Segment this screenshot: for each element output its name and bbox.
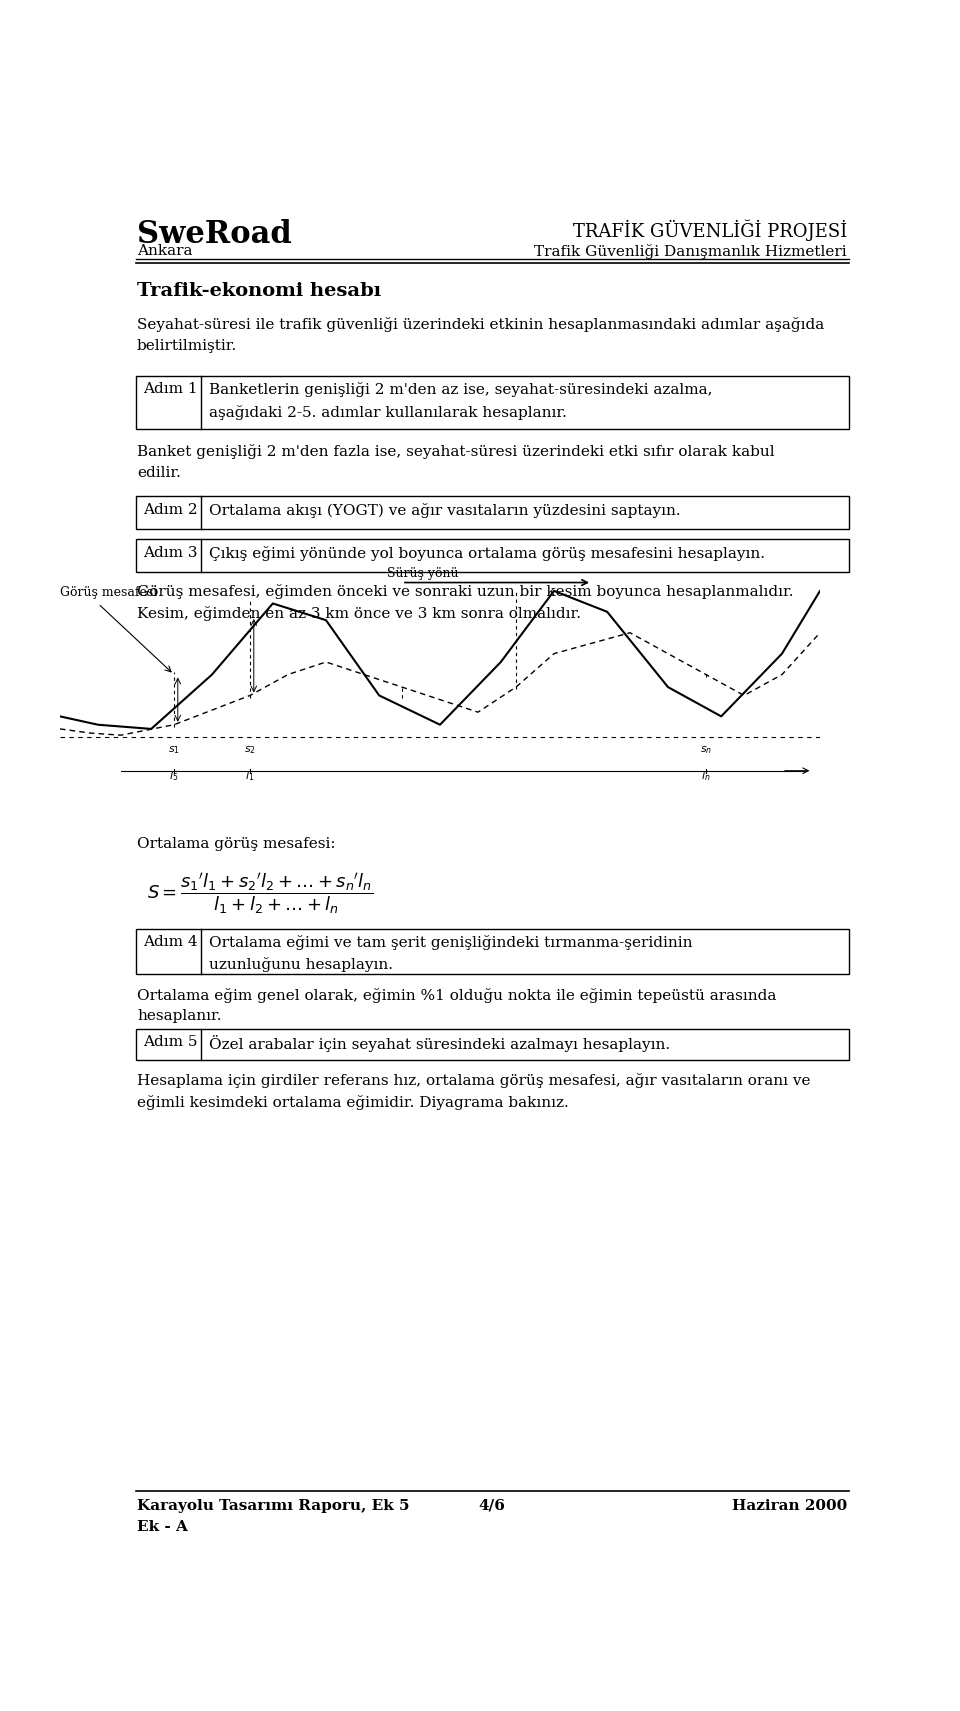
Text: $S = \dfrac{s_1{}^\prime l_1 + s_2{}^\prime l_2 + \ldots + s_n{}^\prime l_n}{l_1: $S = \dfrac{s_1{}^\prime l_1 + s_2{}^\pr… bbox=[147, 871, 373, 915]
Text: Banket genişliği 2 m'den fazla ise, seyahat-süresi üzerindeki etki sıfır olarak : Banket genişliği 2 m'den fazla ise, seya… bbox=[137, 445, 775, 479]
Text: Adım 2: Adım 2 bbox=[143, 503, 198, 517]
Text: Özel arabalar için seyahat süresindeki azalmayı hesaplayın.: Özel arabalar için seyahat süresindeki a… bbox=[209, 1035, 670, 1052]
Text: Ortalama eğimi ve tam şerit genişliğindeki tırmanma-şeridinin
uzunluğunu hesapla: Ortalama eğimi ve tam şerit genişliğinde… bbox=[209, 936, 692, 972]
Text: Haziran 2000: Haziran 2000 bbox=[732, 1499, 847, 1513]
Text: Hesaplama için girdiler referans hız, ortalama görüş mesafesi, ağır vasıtaların : Hesaplama için girdiler referans hız, or… bbox=[137, 1073, 810, 1110]
Text: $l_5$: $l_5$ bbox=[169, 768, 179, 784]
Text: $s_1$: $s_1$ bbox=[168, 744, 180, 756]
FancyBboxPatch shape bbox=[135, 929, 849, 974]
Text: Görüş mesafesi, eğimden önceki ve sonraki uzun bir kesim boyunca hesaplanmalıdır: Görüş mesafesi, eğimden önceki ve sonrak… bbox=[137, 583, 794, 621]
Text: $s_2$: $s_2$ bbox=[244, 744, 256, 756]
Text: Banketlerin genişliği 2 m'den az ise, seyahat-süresindeki azalma,
aşağıdaki 2-5.: Banketlerin genişliği 2 m'den az ise, se… bbox=[209, 383, 712, 419]
Text: Ortalama akışı (YOGT) ve ağır vasıtaların yüzdesini saptayın.: Ortalama akışı (YOGT) ve ağır vasıtaları… bbox=[209, 503, 681, 517]
Text: Çıkış eğimi yönünde yol boyunca ortalama görüş mesafesini hesaplayın.: Çıkış eğimi yönünde yol boyunca ortalama… bbox=[209, 546, 765, 561]
Text: Karayolu Tasarımı Raporu, Ek 5
Ek - A: Karayolu Tasarımı Raporu, Ek 5 Ek - A bbox=[137, 1499, 410, 1533]
Text: Adım 1: Adım 1 bbox=[143, 383, 198, 397]
Text: TRAFİK GÜVENLİĞİ PROJESİ: TRAFİK GÜVENLİĞİ PROJESİ bbox=[573, 219, 847, 241]
Text: Ortalama görüş mesafesi:: Ortalama görüş mesafesi: bbox=[137, 837, 336, 850]
Text: Trafik-ekonomi hesabı: Trafik-ekonomi hesabı bbox=[137, 282, 381, 301]
Text: $l_n$: $l_n$ bbox=[701, 768, 710, 784]
Text: 4/6: 4/6 bbox=[479, 1499, 505, 1513]
Text: Görüş mesafesi: Görüş mesafesi bbox=[60, 587, 157, 599]
Text: $s_n$: $s_n$ bbox=[700, 744, 712, 756]
FancyBboxPatch shape bbox=[135, 539, 849, 571]
Text: Sürüş yönü: Sürüş yönü bbox=[387, 568, 458, 580]
Text: Trafik Güvenliği Danışmanlık Hizmetleri: Trafik Güvenliği Danışmanlık Hizmetleri bbox=[535, 245, 847, 258]
Text: Ortalama eğim genel olarak, eğimin %1 olduğu nokta ile eğimin tepeüstü arasında
: Ortalama eğim genel olarak, eğimin %1 ol… bbox=[137, 987, 777, 1023]
Text: Adım 5: Adım 5 bbox=[143, 1035, 198, 1049]
FancyBboxPatch shape bbox=[135, 496, 849, 529]
FancyBboxPatch shape bbox=[135, 376, 849, 429]
Text: SweRoad: SweRoad bbox=[137, 219, 292, 250]
Text: Adım 4: Adım 4 bbox=[143, 936, 198, 950]
Text: Seyahat-süresi ile trafik güvenliği üzerindeki etkinin hesaplanmasındaki adımlar: Seyahat-süresi ile trafik güvenliği üzer… bbox=[137, 317, 825, 352]
FancyBboxPatch shape bbox=[135, 1030, 849, 1061]
Text: Ankara: Ankara bbox=[137, 245, 193, 258]
Text: Adım 3: Adım 3 bbox=[143, 546, 198, 559]
Text: $l_1$: $l_1$ bbox=[246, 768, 254, 784]
